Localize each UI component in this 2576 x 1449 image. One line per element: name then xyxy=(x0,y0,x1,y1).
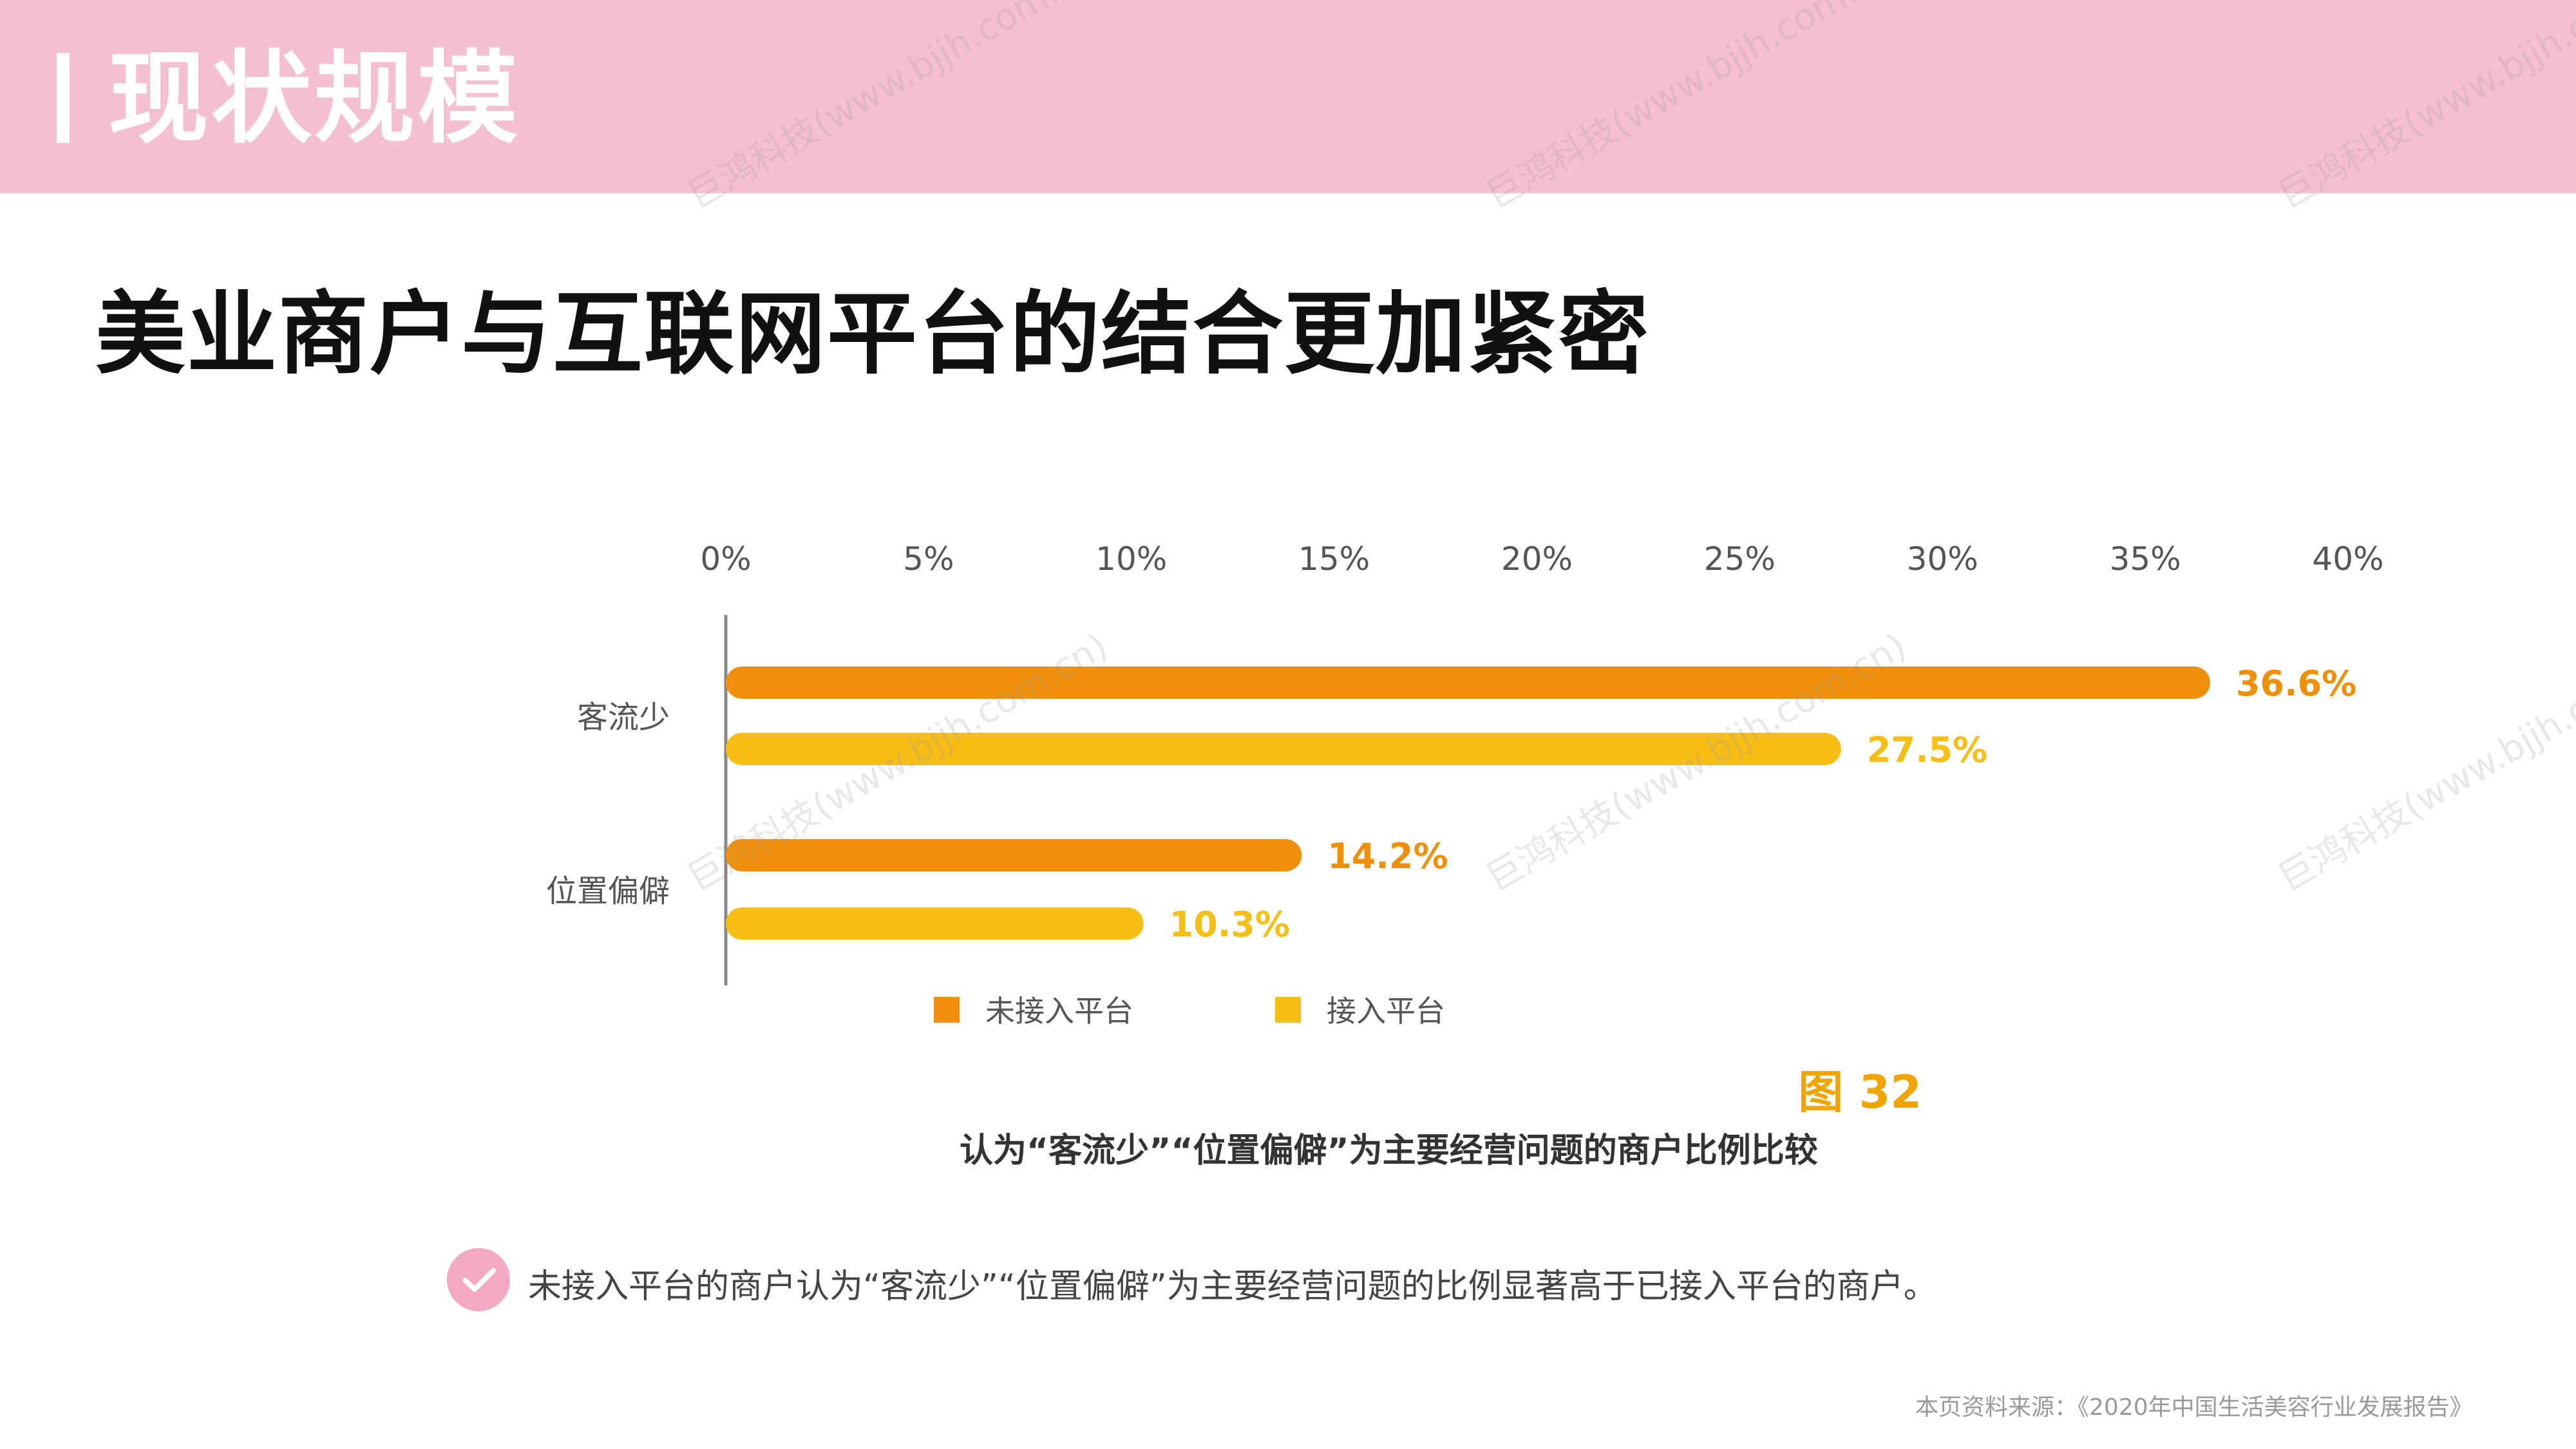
legend-swatch xyxy=(934,997,960,1023)
header-banner: 现状规模 xyxy=(0,0,2576,193)
x-tick-label: 5% xyxy=(903,540,954,578)
x-tick-label: 20% xyxy=(1501,540,1573,578)
data-label: 10.3% xyxy=(1170,904,1290,945)
x-tick-label: 0% xyxy=(700,540,751,578)
bar xyxy=(726,907,1144,940)
legend-swatch xyxy=(1275,997,1301,1023)
data-label: 14.2% xyxy=(1327,836,1448,876)
x-tick-label: 25% xyxy=(1704,540,1776,578)
figure-caption: 认为“客流少”“位置偏僻”为主要经营问题的商户比例比较 xyxy=(960,1132,1818,1170)
legend-label: 接入平台 xyxy=(1327,994,1445,1028)
conclusion-text: 未接入平台的商户认为“客流少”“位置偏僻”为主要经营问题的比例显著高于已接入平台… xyxy=(528,1267,1937,1306)
bar xyxy=(726,839,1302,871)
x-tick-label: 15% xyxy=(1298,540,1370,578)
category-label: 位置偏僻 xyxy=(546,873,670,909)
data-label: 27.5% xyxy=(1867,730,1987,770)
bar xyxy=(726,733,1841,765)
legend-label: 未接入平台 xyxy=(985,994,1133,1028)
x-tick-label: 10% xyxy=(1095,540,1167,578)
category-label: 客流少 xyxy=(577,699,670,735)
data-label: 36.6% xyxy=(2236,663,2356,704)
figure-label: 图 32 xyxy=(1798,1066,1922,1119)
check-icon xyxy=(447,1248,510,1311)
page-title: 美业商户与互联网平台的结合更加紧密 xyxy=(95,282,1651,387)
header-title: 现状规模 xyxy=(108,40,520,157)
x-tick-label: 35% xyxy=(2110,540,2181,578)
source-note: 本页资料来源：《2020年中国生活美容行业发展报告》 xyxy=(1915,1394,2473,1421)
x-tick-label: 40% xyxy=(2312,540,2383,578)
bar xyxy=(726,667,2210,699)
header-accent-bar xyxy=(57,53,70,143)
x-tick-label: 30% xyxy=(1907,540,1978,578)
